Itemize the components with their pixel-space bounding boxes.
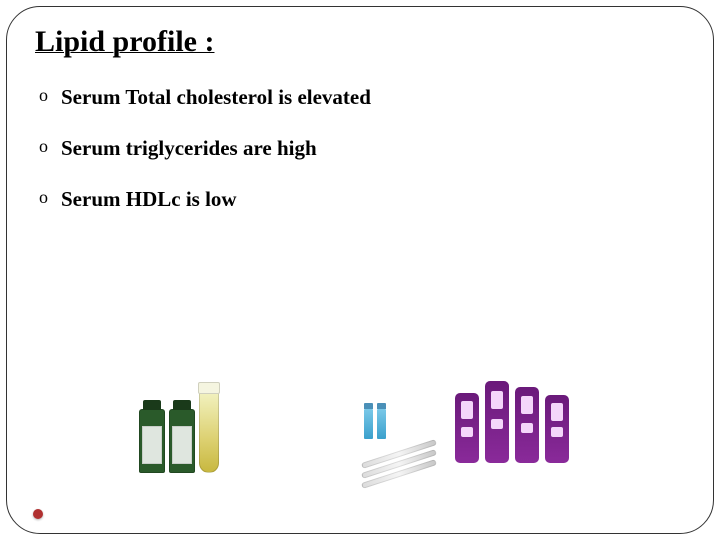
bullet-item: Serum triglycerides are high — [39, 136, 685, 161]
vial-icon — [169, 409, 195, 473]
slide-frame: Lipid profile : Serum Total cholesterol … — [6, 6, 714, 534]
test-strip-icon — [455, 393, 479, 463]
test-strip-icon — [545, 395, 569, 463]
cartridge-icon — [377, 409, 386, 439]
test-strip-icon — [485, 381, 509, 463]
tube-icon — [199, 391, 219, 473]
cartridge-icon — [364, 409, 373, 439]
right-illustration — [362, 363, 582, 473]
illustrations-row — [7, 363, 713, 473]
left-illustration — [139, 391, 219, 473]
bullet-item: Serum HDLc is low — [39, 187, 685, 212]
bullet-item: Serum Total cholesterol is elevated — [39, 85, 685, 110]
vial-icon — [139, 409, 165, 473]
slide-title: Lipid profile : — [35, 25, 685, 59]
test-strip-icon — [515, 387, 539, 463]
bullet-list: Serum Total cholesterol is elevated Seru… — [35, 85, 685, 212]
footer-dot-icon — [33, 509, 43, 519]
